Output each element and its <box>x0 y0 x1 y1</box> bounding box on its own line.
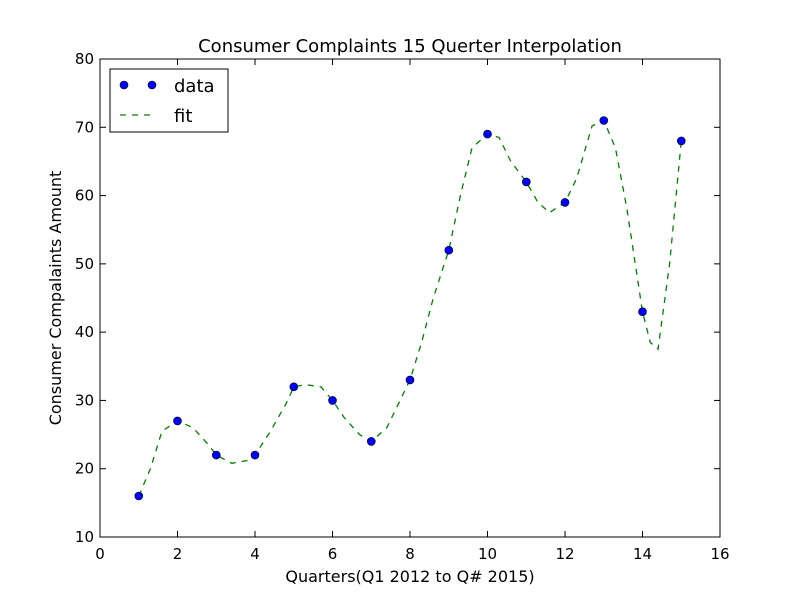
x-axis-label: Quarters(Q1 2012 to Q# 2015) <box>285 567 534 586</box>
axis-ticks: 0 2 4 6 8 10 12 14 16 10 20 30 40 50 60 70 80 <box>75 50 730 563</box>
x-tick-label: 4 <box>250 545 260 563</box>
y-tick-label: 30 <box>75 391 94 409</box>
data-point <box>483 129 492 139</box>
data-point <box>173 416 182 426</box>
y-tick-label: 60 <box>75 187 94 205</box>
x-tick-label: 6 <box>328 545 338 563</box>
y-tick-label: 80 <box>75 50 94 68</box>
data-point <box>638 307 647 317</box>
x-tick-label: 2 <box>173 545 183 563</box>
y-tick-label: 70 <box>75 118 94 136</box>
data-point <box>560 198 570 207</box>
y-axis-label: Consumer Compalaints Amount <box>46 171 65 426</box>
legend-data-marker-left <box>119 80 129 90</box>
legend-fit-label: fit <box>174 106 192 127</box>
data-point <box>328 396 337 405</box>
legend-data-label: data <box>174 76 215 97</box>
legend: data fit <box>109 68 229 133</box>
chart-title: Consumer Complaints 15 Querter Interpola… <box>198 36 622 57</box>
data-point <box>521 177 531 187</box>
x-tick-label: 10 <box>478 545 497 563</box>
x-tick-label: 0 <box>95 545 105 563</box>
data-point <box>289 382 299 392</box>
x-tick-label: 16 <box>710 545 729 563</box>
data-point <box>405 375 415 385</box>
legend-data-marker-right <box>147 80 157 90</box>
y-tick-label: 40 <box>75 323 94 341</box>
data-point <box>366 437 376 446</box>
data-point <box>599 116 609 125</box>
data-point <box>134 491 144 501</box>
data-point <box>250 450 260 460</box>
x-tick-label: 12 <box>555 545 574 563</box>
data-point <box>676 136 686 146</box>
y-tick-label: 20 <box>75 460 94 478</box>
y-tick-label: 50 <box>75 255 94 273</box>
data-point <box>444 245 454 255</box>
data-series <box>134 116 686 501</box>
x-tick-label: 8 <box>405 545 415 563</box>
plot-area <box>100 59 720 537</box>
x-tick-label: 14 <box>633 545 652 563</box>
data-point <box>212 450 221 460</box>
legend-box <box>109 68 229 133</box>
y-tick-label: 10 <box>75 528 94 546</box>
